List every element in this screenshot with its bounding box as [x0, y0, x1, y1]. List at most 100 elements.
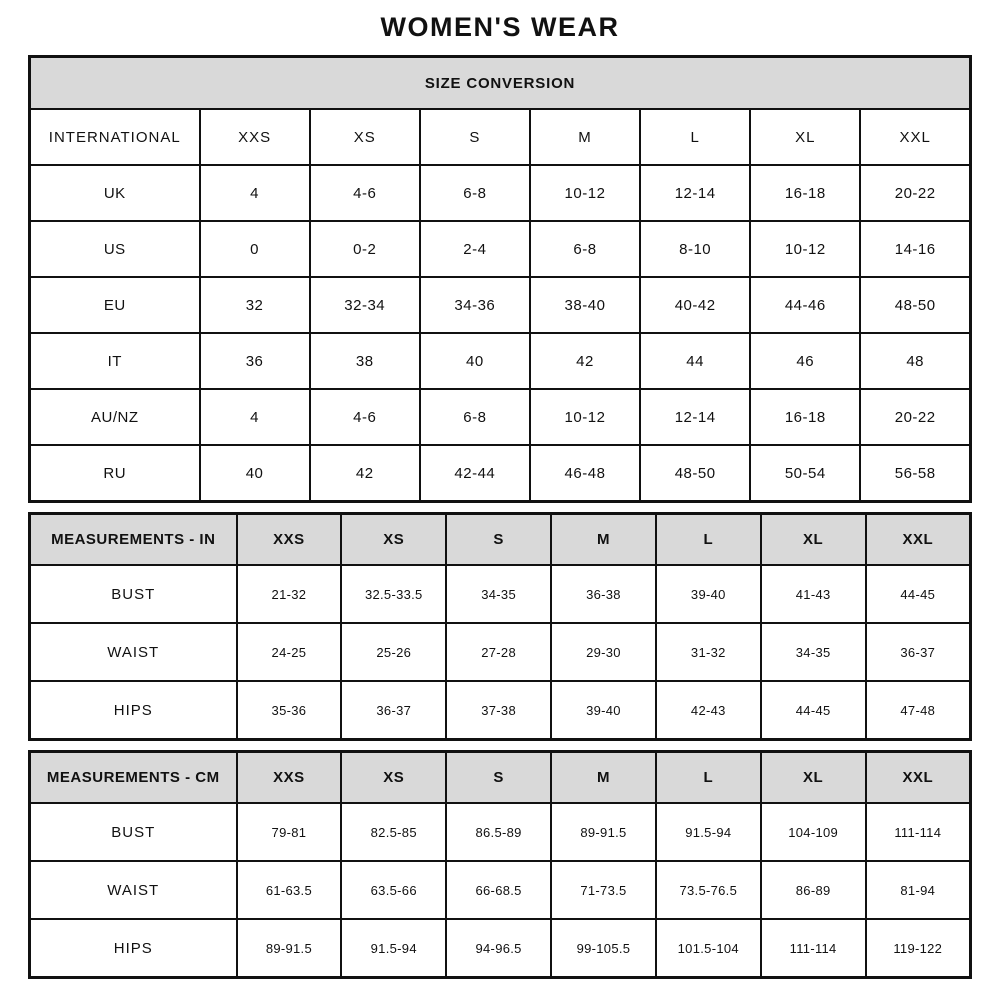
cell-value: 8-10 [639, 220, 752, 278]
size-conversion-row-eu: EU 32 32-34 34-36 38-40 40-42 44-46 48-50 [28, 276, 972, 334]
size-conversion-banner-row: SIZE CONVERSION [28, 55, 972, 110]
cell-value: 4-6 [308, 388, 421, 446]
cell-value: 42-44 [418, 444, 531, 503]
in-size-xl: XL [759, 512, 867, 566]
cell-value: 37-38 [445, 680, 553, 741]
row-label: EU [28, 276, 201, 334]
cm-size-xxs: XXS [235, 750, 343, 804]
cell-value: 6-8 [418, 164, 531, 222]
cell-value: 4-6 [308, 164, 421, 222]
cell-value: 50-54 [749, 444, 862, 503]
size-chart-page: WOMEN'S WEAR SIZE CONVERSION INTERNATION… [28, 0, 972, 979]
size-conversion-row-uk: UK 4 4-6 6-8 10-12 12-14 16-18 20-22 [28, 164, 972, 222]
cell-value: 44 [639, 332, 752, 390]
cell-value: 10-12 [528, 388, 642, 446]
cell-value: 94-96.5 [445, 918, 553, 979]
size-conversion-header: SIZE CONVERSION [28, 55, 972, 110]
cell-value: 16-18 [749, 388, 862, 446]
in-size-s: S [445, 512, 553, 566]
cell-value: 47-48 [864, 680, 972, 741]
measurements-in-row-waist: WAIST 24-25 25-26 27-28 29-30 31-32 34-35 36-37 [28, 622, 972, 682]
cell-value: 36-37 [340, 680, 448, 741]
cell-value: 119-122 [864, 918, 972, 979]
cell-value: 36-37 [864, 622, 972, 682]
cell-value: 10-12 [528, 164, 642, 222]
cell-value: 24-25 [235, 622, 343, 682]
row-label: WAIST [28, 622, 238, 682]
measurements-in-row-bust: BUST 21-32 32.5-33.5 34-35 36-38 39-40 41-43 44… [28, 564, 972, 624]
column-header-international: INTERNATIONAL [28, 108, 201, 166]
cell-value: 34-35 [445, 564, 553, 624]
cell-value: 10-12 [749, 220, 862, 278]
row-label: BUST [28, 564, 238, 624]
cell-value: 34-35 [759, 622, 867, 682]
cell-value: 73.5-76.5 [654, 860, 762, 920]
cell-value: 48-50 [859, 276, 972, 334]
row-label: UK [28, 164, 201, 222]
cell-value: 14-16 [859, 220, 972, 278]
measurements-cm-table: MEASUREMENTS - CM XXS XS S M L XL XXL BUST 79-8… [28, 750, 972, 979]
size-conversion-columns-row: INTERNATIONAL XXS XS S M L XL XXL [28, 108, 972, 166]
row-label: HIPS [28, 918, 238, 979]
cell-value: 0 [198, 220, 311, 278]
cell-value: 66-68.5 [445, 860, 553, 920]
cm-size-s: S [445, 750, 553, 804]
cell-value: 61-63.5 [235, 860, 343, 920]
cm-size-m: M [550, 750, 657, 804]
measurements-cm-row-bust: BUST 79-81 82.5-85 86.5-89 89-91.5 91.5-94 104… [28, 802, 972, 862]
in-size-xxs: XXS [235, 512, 343, 566]
row-label: AU/NZ [28, 388, 201, 446]
cell-value: 82.5-85 [340, 802, 448, 862]
row-label: US [28, 220, 201, 278]
cell-value: 21-32 [235, 564, 343, 624]
cell-value: 63.5-66 [340, 860, 448, 920]
measurements-in-row-hips: HIPS 35-36 36-37 37-38 39-40 42-43 44-45 47-48 [28, 680, 972, 741]
size-conversion-row-it: IT 36 38 40 42 44 46 48 [28, 332, 972, 390]
cell-value: 56-58 [859, 444, 972, 503]
measurements-cm-body: BUST 79-81 82.5-85 86.5-89 89-91.5 91.5-94 104… [28, 802, 972, 979]
size-conversion-body: UK 4 4-6 6-8 10-12 12-14 16-18 20-22 US 0 0-2 2-4 6-… [28, 164, 972, 503]
in-size-xxl: XXL [864, 512, 972, 566]
cell-value: 71-73.5 [550, 860, 657, 920]
column-header-xs: XS [308, 108, 421, 166]
column-header-xxl: XXL [859, 108, 972, 166]
size-conversion-row-au-nz: AU/NZ 4 4-6 6-8 10-12 12-14 16-18 20-22 [28, 388, 972, 446]
measurements-cm-row-waist: WAIST 61-63.5 63.5-66 66-68.5 71-73.5 73.5-76… [28, 860, 972, 920]
cell-value: 32.5-33.5 [340, 564, 448, 624]
column-header-l: L [639, 108, 752, 166]
cell-value: 101.5-104 [654, 918, 762, 979]
cell-value: 111-114 [759, 918, 867, 979]
cell-value: 41-43 [759, 564, 867, 624]
cell-value: 6-8 [528, 220, 642, 278]
cm-size-xxl: XXL [864, 750, 972, 804]
cell-value: 42-43 [654, 680, 762, 741]
cell-value: 32-34 [308, 276, 421, 334]
size-conversion-row-ru: RU 40 42 42-44 46-48 48-50 50-54 56-58 [28, 444, 972, 503]
column-header-xl: XL [749, 108, 862, 166]
cell-value: 34-36 [418, 276, 531, 334]
cell-value: 40 [418, 332, 531, 390]
cell-value: 89-91.5 [235, 918, 343, 979]
cell-value: 6-8 [418, 388, 531, 446]
cell-value: 20-22 [859, 388, 972, 446]
cell-value: 12-14 [639, 388, 752, 446]
cell-value: 0-2 [308, 220, 421, 278]
cell-value: 38 [308, 332, 421, 390]
cell-value: 12-14 [639, 164, 752, 222]
cell-value: 44-46 [749, 276, 862, 334]
in-size-l: L [654, 512, 762, 566]
column-header-xxs: XXS [198, 108, 311, 166]
cell-value: 32 [198, 276, 311, 334]
cell-value: 40-42 [639, 276, 752, 334]
measurements-cm-columns-row: MEASUREMENTS - CM XXS XS S M L XL XXL [28, 750, 972, 804]
measurements-cm-header: MEASUREMENTS - CM [28, 750, 238, 804]
cell-value: 46 [749, 332, 862, 390]
measurements-in-body: BUST 21-32 32.5-33.5 34-35 36-38 39-40 41-43 44… [28, 564, 972, 741]
cell-value: 42 [528, 332, 642, 390]
cm-size-l: L [654, 750, 762, 804]
cell-value: 39-40 [550, 680, 657, 741]
cell-value: 39-40 [654, 564, 762, 624]
cell-value: 79-81 [235, 802, 343, 862]
cell-value: 16-18 [749, 164, 862, 222]
cell-value: 4 [198, 388, 311, 446]
